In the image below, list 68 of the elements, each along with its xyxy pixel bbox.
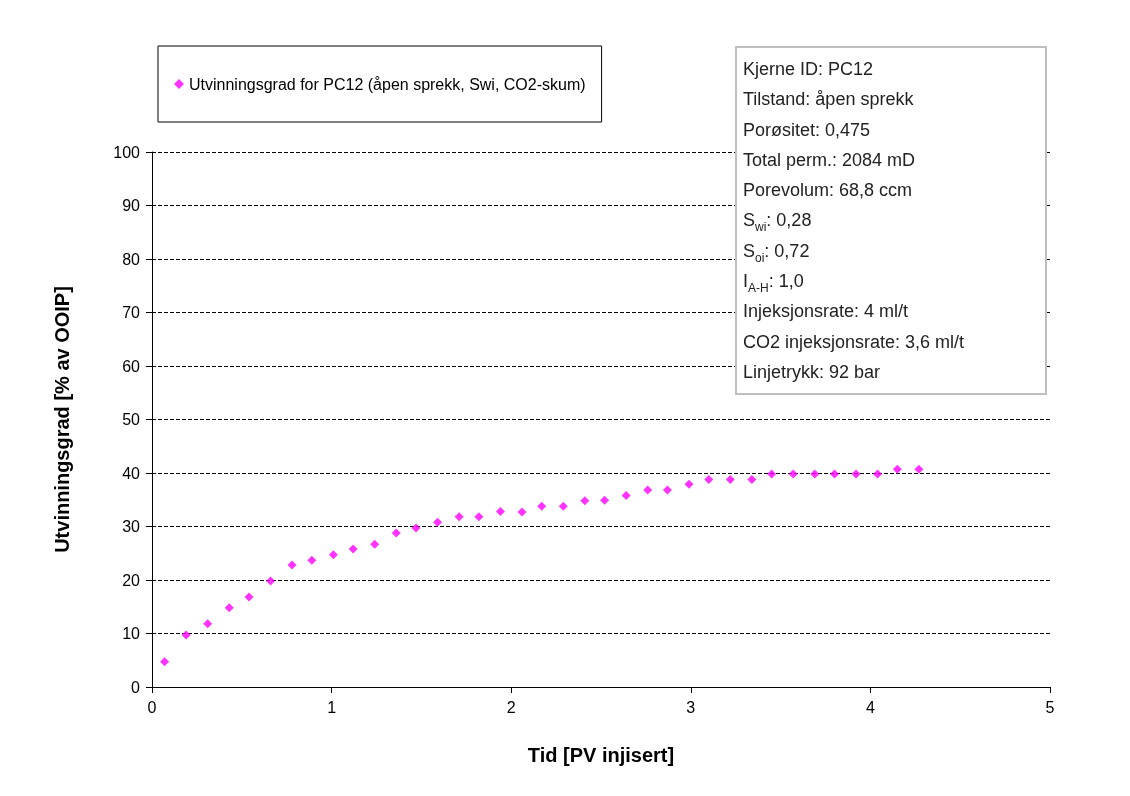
point: [851, 469, 861, 479]
y-tick-label: 70: [122, 304, 141, 321]
x-tick-label: 1: [327, 698, 337, 716]
point: [643, 485, 653, 495]
point: [328, 550, 338, 560]
point: [600, 495, 610, 505]
x-tick-label: 0: [147, 698, 157, 716]
annotation: Injeksjonsrate: 4 ml/t: [743, 300, 910, 324]
point: [767, 469, 777, 479]
x-tick-label: 3: [686, 698, 696, 716]
point: [537, 501, 547, 511]
text: Tilstand: åpen sprekk: [743, 89, 914, 110]
y-tick-label: 60: [122, 357, 141, 375]
point: [244, 592, 254, 602]
text: Kjerne ID: PC12: [743, 59, 874, 79]
point: [725, 474, 735, 484]
x-tick-label: 5: [1045, 698, 1055, 716]
point: [621, 490, 631, 500]
y-tick-label: 90: [122, 197, 141, 214]
point: [181, 630, 191, 640]
x-tick-label: 2: [506, 698, 516, 716]
y-tick-label: 50: [122, 411, 141, 428]
y-tick-label: 100: [113, 143, 141, 161]
point: [411, 523, 421, 533]
point: [370, 539, 380, 549]
point: [704, 474, 714, 484]
point: [433, 517, 443, 527]
point: [307, 555, 317, 565]
y-tick-label: 10: [122, 625, 141, 642]
point: [224, 603, 234, 613]
annotation: S$_{oi}$: 0,72: [743, 239, 811, 267]
point: [203, 619, 213, 629]
point: [348, 544, 358, 554]
point: [474, 512, 484, 522]
point: [391, 528, 401, 538]
point: [684, 479, 694, 489]
y-tick-label: 80: [122, 250, 141, 268]
point: [810, 469, 820, 479]
annotation: Linjetrykk: 92 bar: [743, 360, 882, 384]
point: [788, 469, 798, 479]
point: [266, 576, 276, 586]
point: [829, 469, 839, 479]
point: [747, 474, 757, 484]
legend-label: Utvinningsgrad for PC12 (åpen sprekk, Swi, CO2-skum): [189, 75, 586, 93]
x-tick-label: 4: [865, 698, 875, 716]
y-tick-label: 0: [131, 678, 141, 696]
point: [662, 485, 672, 495]
point: [160, 657, 170, 667]
y-axis-title: Utvinningsgrad [% av OOIP]: [51, 286, 73, 553]
point: [892, 464, 902, 474]
annotation: Total perm.: 2084 mD: [743, 148, 917, 172]
annotation: S$_{wi}$: 0,28: [743, 209, 813, 236]
y-tick-label: 40: [122, 464, 141, 482]
y-tick-label: 20: [122, 571, 141, 589]
y-tick-label: 30: [122, 518, 141, 535]
point: [517, 507, 527, 517]
annotation: CO2 injeksjonsrate: 3,6 ml/t: [743, 330, 966, 354]
point: [580, 496, 590, 506]
point: [495, 507, 505, 517]
point: [914, 464, 924, 474]
point: [558, 501, 568, 511]
point: [873, 469, 883, 479]
point: [287, 560, 297, 570]
text: Porøsitet: 0,475: [743, 119, 871, 140]
x-axis-title: Tid [PV injisert]: [527, 744, 675, 766]
annotation: Porevolum: 68,8 ccm: [743, 179, 914, 203]
point: [454, 512, 464, 522]
annotation: I$_{A-H}$: 1,0: [743, 270, 805, 297]
